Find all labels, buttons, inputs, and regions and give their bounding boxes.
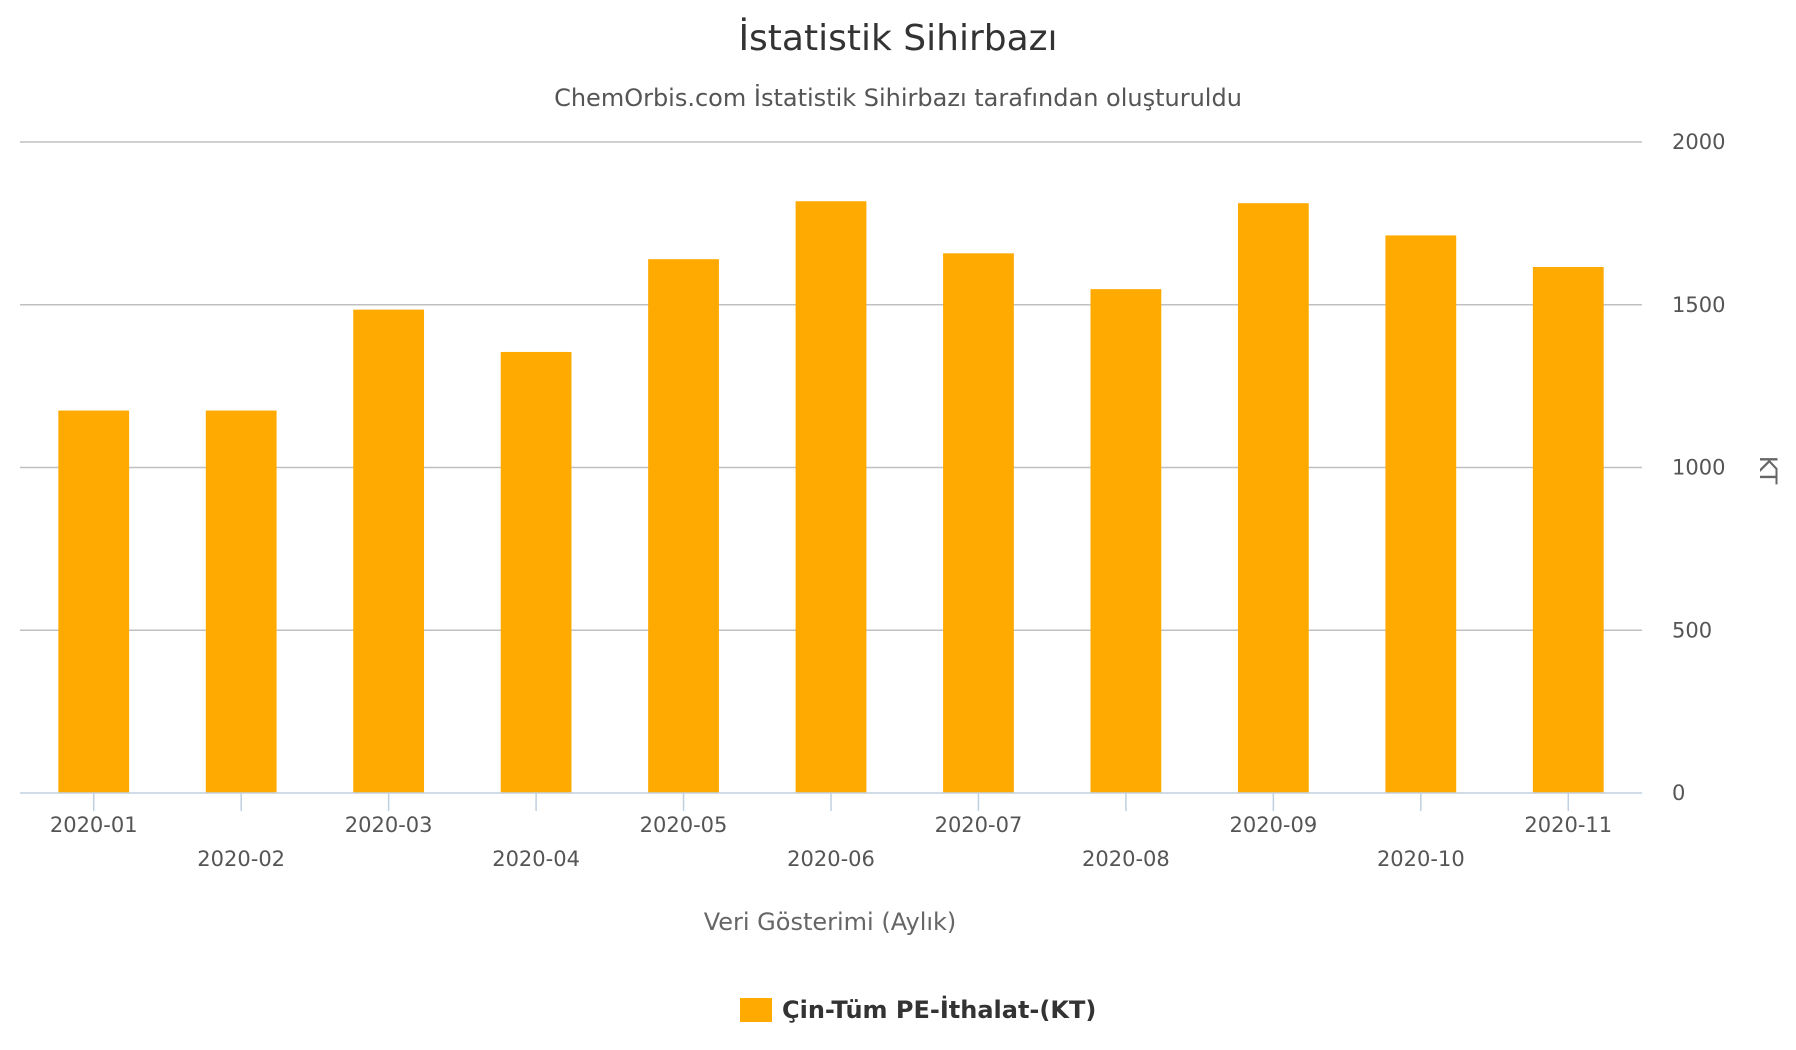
legend-label[interactable]: Çin-Tüm PE-İthalat-(KT) (782, 995, 1096, 1024)
bar-2020-10[interactable] (1385, 235, 1457, 793)
x-tick-label: 2020-03 (345, 813, 433, 837)
y-axis-label: KT (1754, 456, 1782, 485)
x-tick-label: 2020-10 (1377, 847, 1465, 871)
chart-title: İstatistik Sihirbazı (738, 17, 1057, 59)
bar-2020-11[interactable] (1532, 266, 1604, 793)
x-axis: 2020-01 2020-02 2020-03 2020-04 2020-05 2020-… (20, 792, 1642, 871)
x-tick-label: 2020-01 (50, 813, 138, 837)
x-tick-label: 2020-08 (1082, 847, 1170, 871)
bar-2020-08[interactable] (1090, 289, 1162, 793)
x-tick-label: 2020-06 (787, 847, 875, 871)
legend[interactable]: Çin-Tüm PE-İthalat-(KT) (740, 995, 1096, 1024)
y-tick-label: 1500 (1672, 293, 1725, 317)
y-tick-label: 500 (1672, 618, 1712, 642)
bar-2020-03[interactable] (353, 309, 425, 793)
x-tick-label: 2020-05 (640, 813, 728, 837)
chart-subtitle: ChemOrbis.com İstatistik Sihirbazı taraf… (554, 83, 1242, 112)
x-tick-label: 2020-11 (1524, 813, 1612, 837)
x-axis-label: Veri Gösterimi (Aylık) (704, 908, 957, 936)
y-tick-label: 2000 (1672, 130, 1725, 154)
bar-2020-06[interactable] (795, 201, 867, 794)
x-tick-label: 2020-09 (1229, 813, 1317, 837)
bar-2020-02[interactable] (205, 410, 277, 793)
bars (58, 201, 1604, 794)
y-tick-label: 1000 (1672, 456, 1725, 480)
bar-2020-05[interactable] (648, 259, 719, 793)
x-tick-label: 2020-07 (935, 813, 1023, 837)
bar-2020-07[interactable] (943, 253, 1014, 794)
bar-2020-01[interactable] (58, 410, 130, 793)
x-tick-label: 2020-04 (492, 847, 580, 871)
y-tick-label: 0 (1672, 781, 1685, 805)
bar-2020-09[interactable] (1237, 203, 1309, 794)
legend-swatch (740, 998, 772, 1022)
x-tick-label: 2020-02 (197, 847, 285, 871)
bar-2020-04[interactable] (500, 351, 572, 793)
y-axis: 0 500 1000 1500 2000 (1672, 130, 1725, 805)
